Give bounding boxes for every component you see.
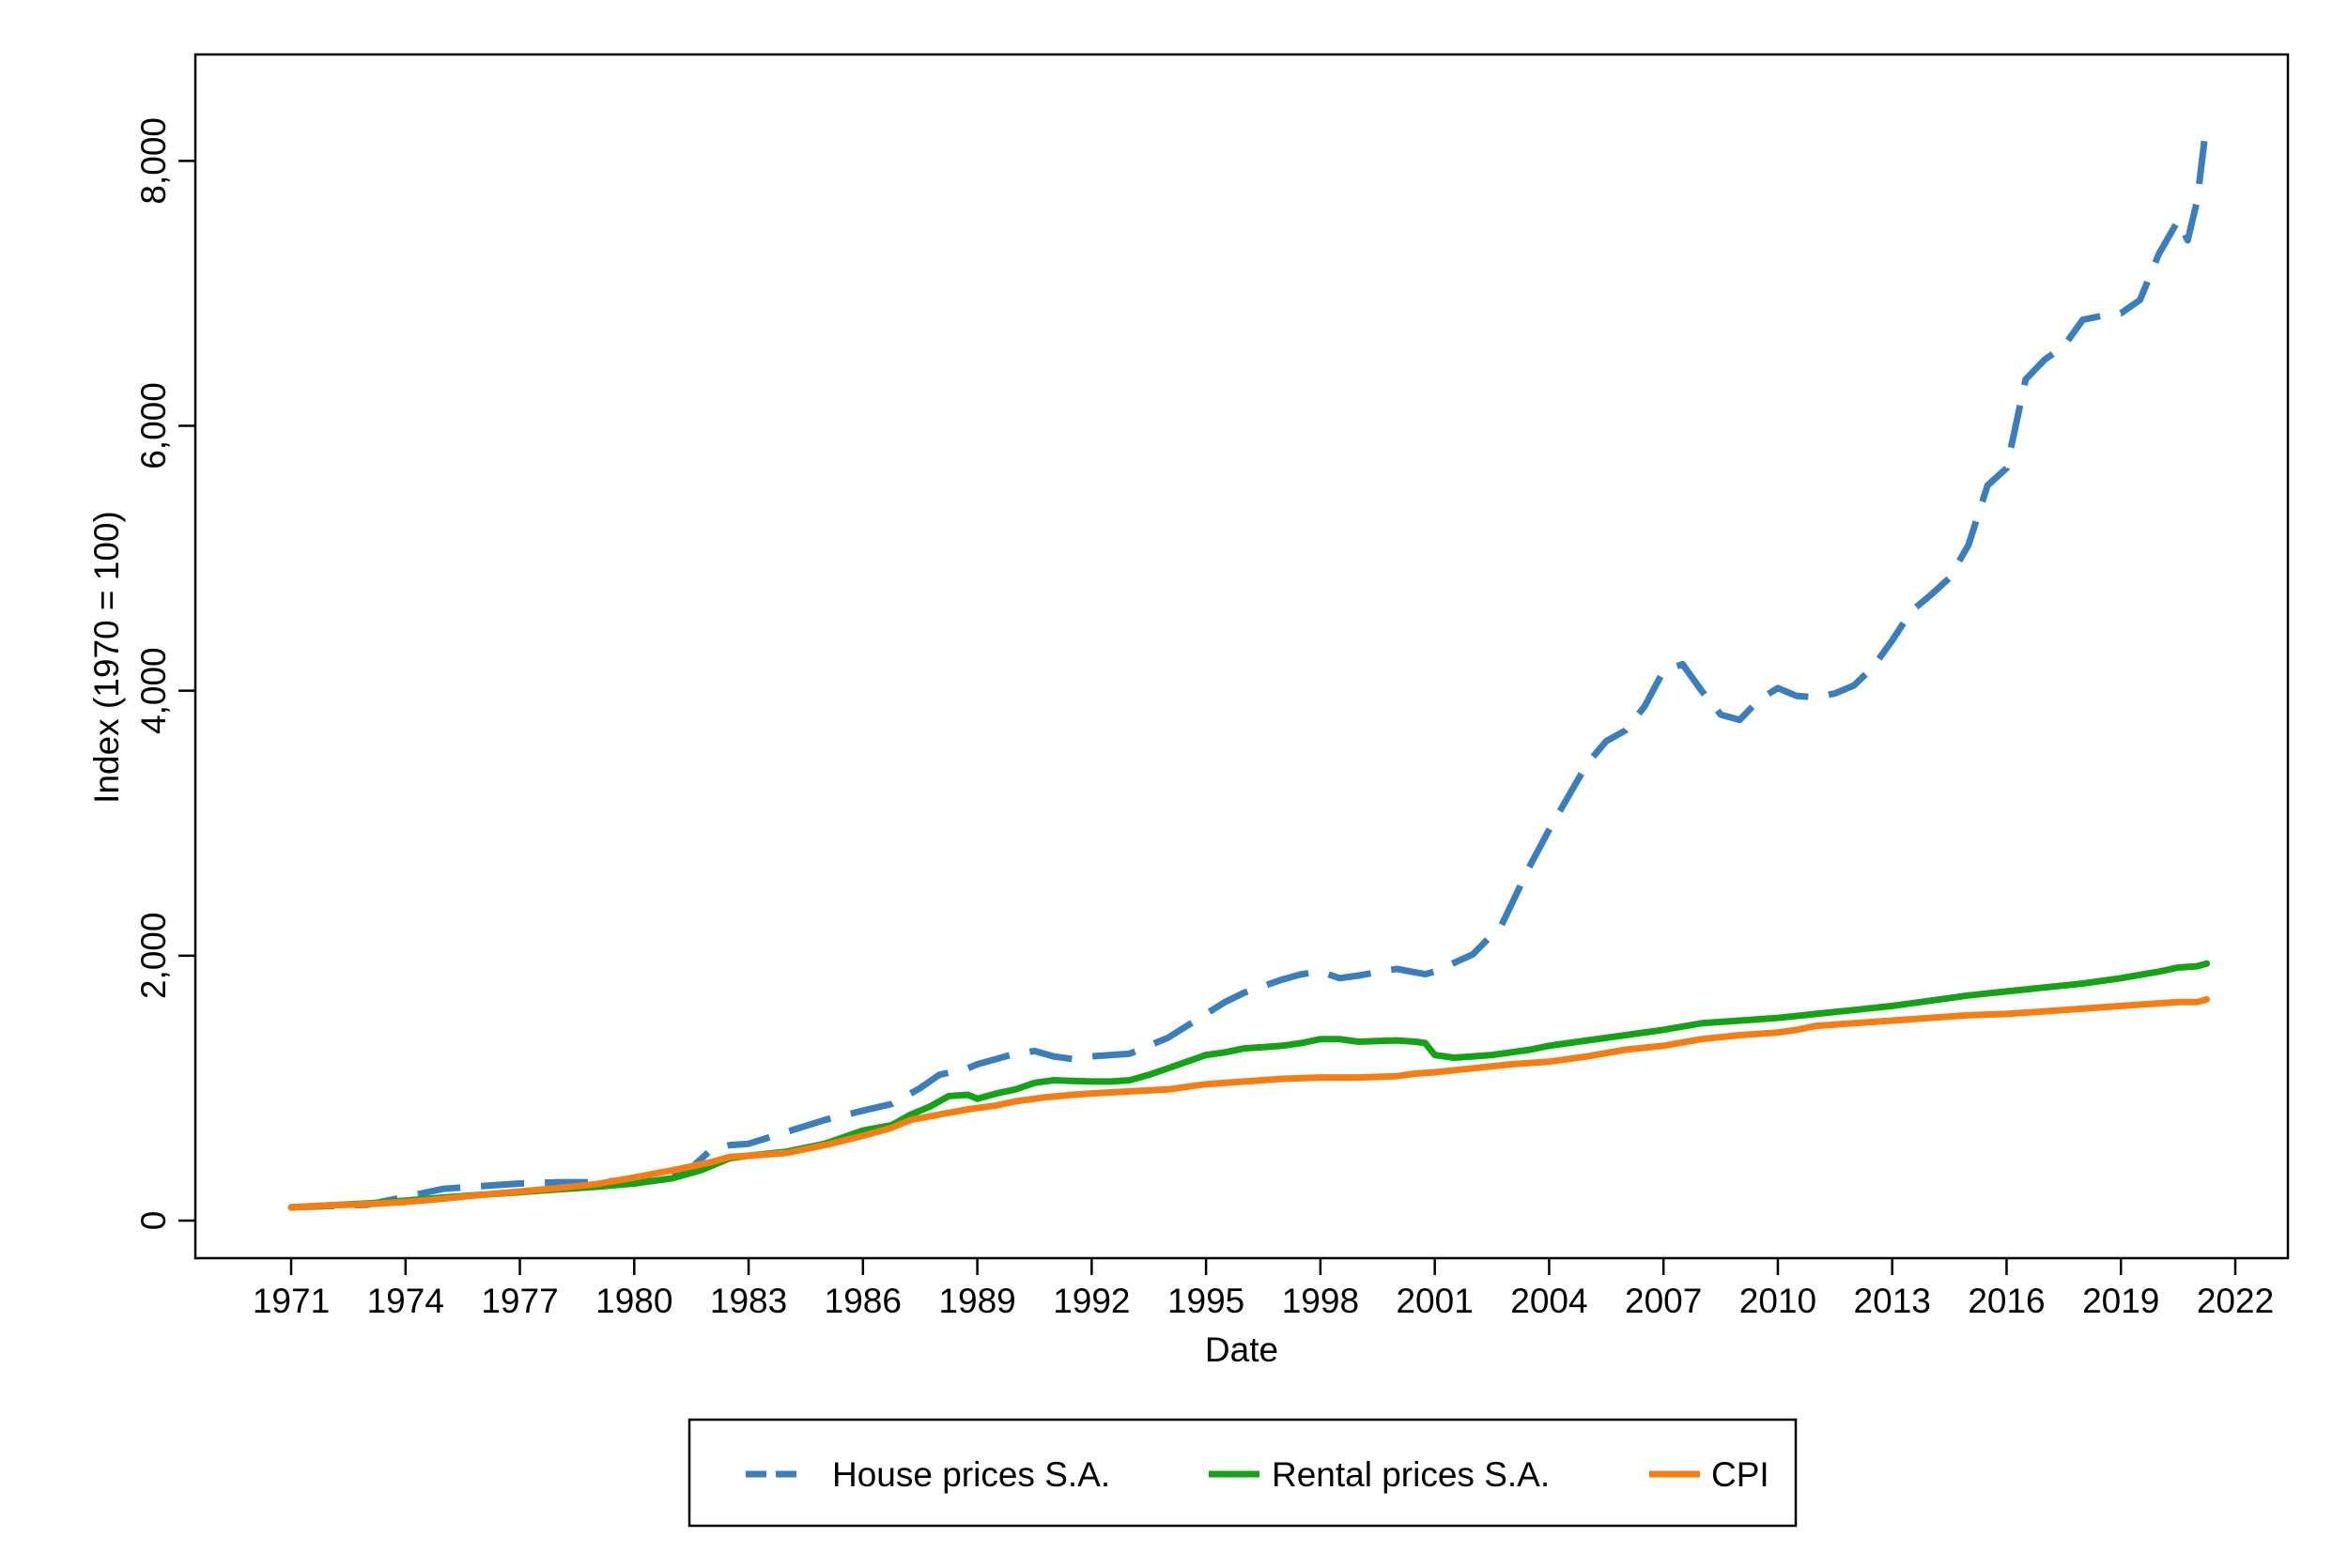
y-axis-title: Index (1970 = 100) — [87, 511, 126, 804]
x-tick-label: 2010 — [1739, 1282, 1816, 1320]
x-tick-label: 1983 — [710, 1282, 787, 1320]
x-tick-label: 2004 — [1510, 1282, 1587, 1320]
plot-frame — [193, 53, 2290, 1260]
x-axis: 1971 1974 1977 1980 1983 1986 1989 1992 1995 1998… — [253, 1258, 2274, 1320]
y-tick-label: 0 — [134, 1211, 173, 1231]
legend: House prices S.A. Rental prices S.A. CPI — [687, 1418, 1798, 1528]
x-tick-label: 1989 — [938, 1282, 1015, 1320]
legend-label: CPI — [1711, 1455, 1769, 1494]
x-tick-label: 1971 — [253, 1282, 330, 1320]
x-tick-label: 2022 — [2197, 1282, 2274, 1320]
x-tick-label: 1980 — [595, 1282, 672, 1320]
x-tick-label: 1974 — [367, 1282, 444, 1320]
x-axis-title: Date — [1205, 1330, 1278, 1369]
y-tick-label: 2,000 — [134, 913, 173, 1000]
series-line-house-prices-s-a — [290, 120, 2211, 1211]
x-tick-label: 1977 — [481, 1282, 558, 1320]
y-axis: 0 2,000 4,000 6,000 8,000 — [134, 117, 195, 1230]
y-tick-label: 4,000 — [134, 647, 173, 734]
x-tick-label: 1992 — [1053, 1282, 1130, 1320]
y-tick-label: 6,000 — [134, 382, 173, 469]
x-tick-label: 2013 — [1854, 1282, 1931, 1320]
x-tick-label: 2001 — [1396, 1282, 1473, 1320]
series-layer — [287, 120, 2211, 1211]
x-tick-label: 2019 — [2082, 1282, 2159, 1320]
x-tick-label: 1998 — [1282, 1282, 1359, 1320]
y-tick-label: 8,000 — [134, 117, 173, 205]
x-tick-label: 2016 — [1968, 1282, 2045, 1320]
legend-label: House prices S.A. — [832, 1455, 1110, 1494]
x-tick-label: 2007 — [1625, 1282, 1702, 1320]
legend-label: Rental prices S.A. — [1272, 1455, 1550, 1494]
x-tick-label: 1986 — [825, 1282, 902, 1320]
x-tick-label: 1995 — [1167, 1282, 1244, 1320]
series-line-cpi — [287, 995, 2211, 1211]
